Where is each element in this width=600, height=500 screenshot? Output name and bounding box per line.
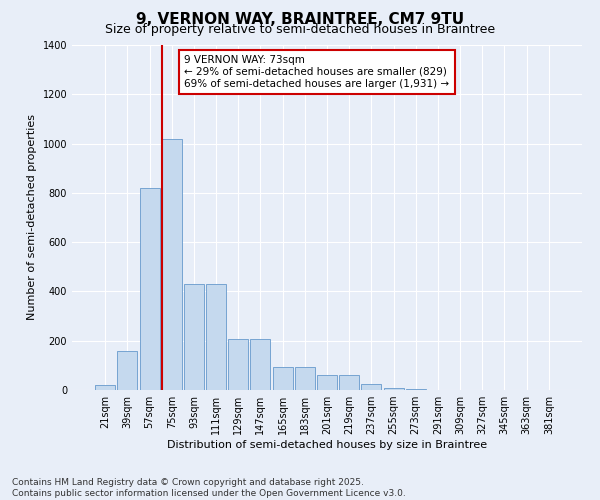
Bar [162,138,182,390]
Text: Size of property relative to semi-detached houses in Braintree: Size of property relative to semi-detach… [105,22,495,36]
Bar [406,389,426,390]
Bar [383,388,404,390]
Bar [228,340,248,390]
Bar [206,284,226,390]
Y-axis label: Number of semi-detached properties: Number of semi-detached properties [27,114,37,320]
Bar [295,366,315,390]
Text: 9 VERNON WAY: 73sqm
← 29% of semi-detached houses are smaller (829)
69% of semi-: 9 VERNON WAY: 73sqm ← 29% of semi-detach… [184,56,449,88]
Bar [184,284,204,390]
Bar [272,366,293,390]
Bar [95,385,115,390]
Bar [118,350,137,390]
Bar [339,375,359,390]
Bar [140,188,160,390]
Bar [317,375,337,390]
X-axis label: Distribution of semi-detached houses by size in Braintree: Distribution of semi-detached houses by … [167,440,487,450]
Bar [361,384,382,390]
Bar [250,340,271,390]
Text: Contains HM Land Registry data © Crown copyright and database right 2025.
Contai: Contains HM Land Registry data © Crown c… [12,478,406,498]
Text: 9, VERNON WAY, BRAINTREE, CM7 9TU: 9, VERNON WAY, BRAINTREE, CM7 9TU [136,12,464,28]
